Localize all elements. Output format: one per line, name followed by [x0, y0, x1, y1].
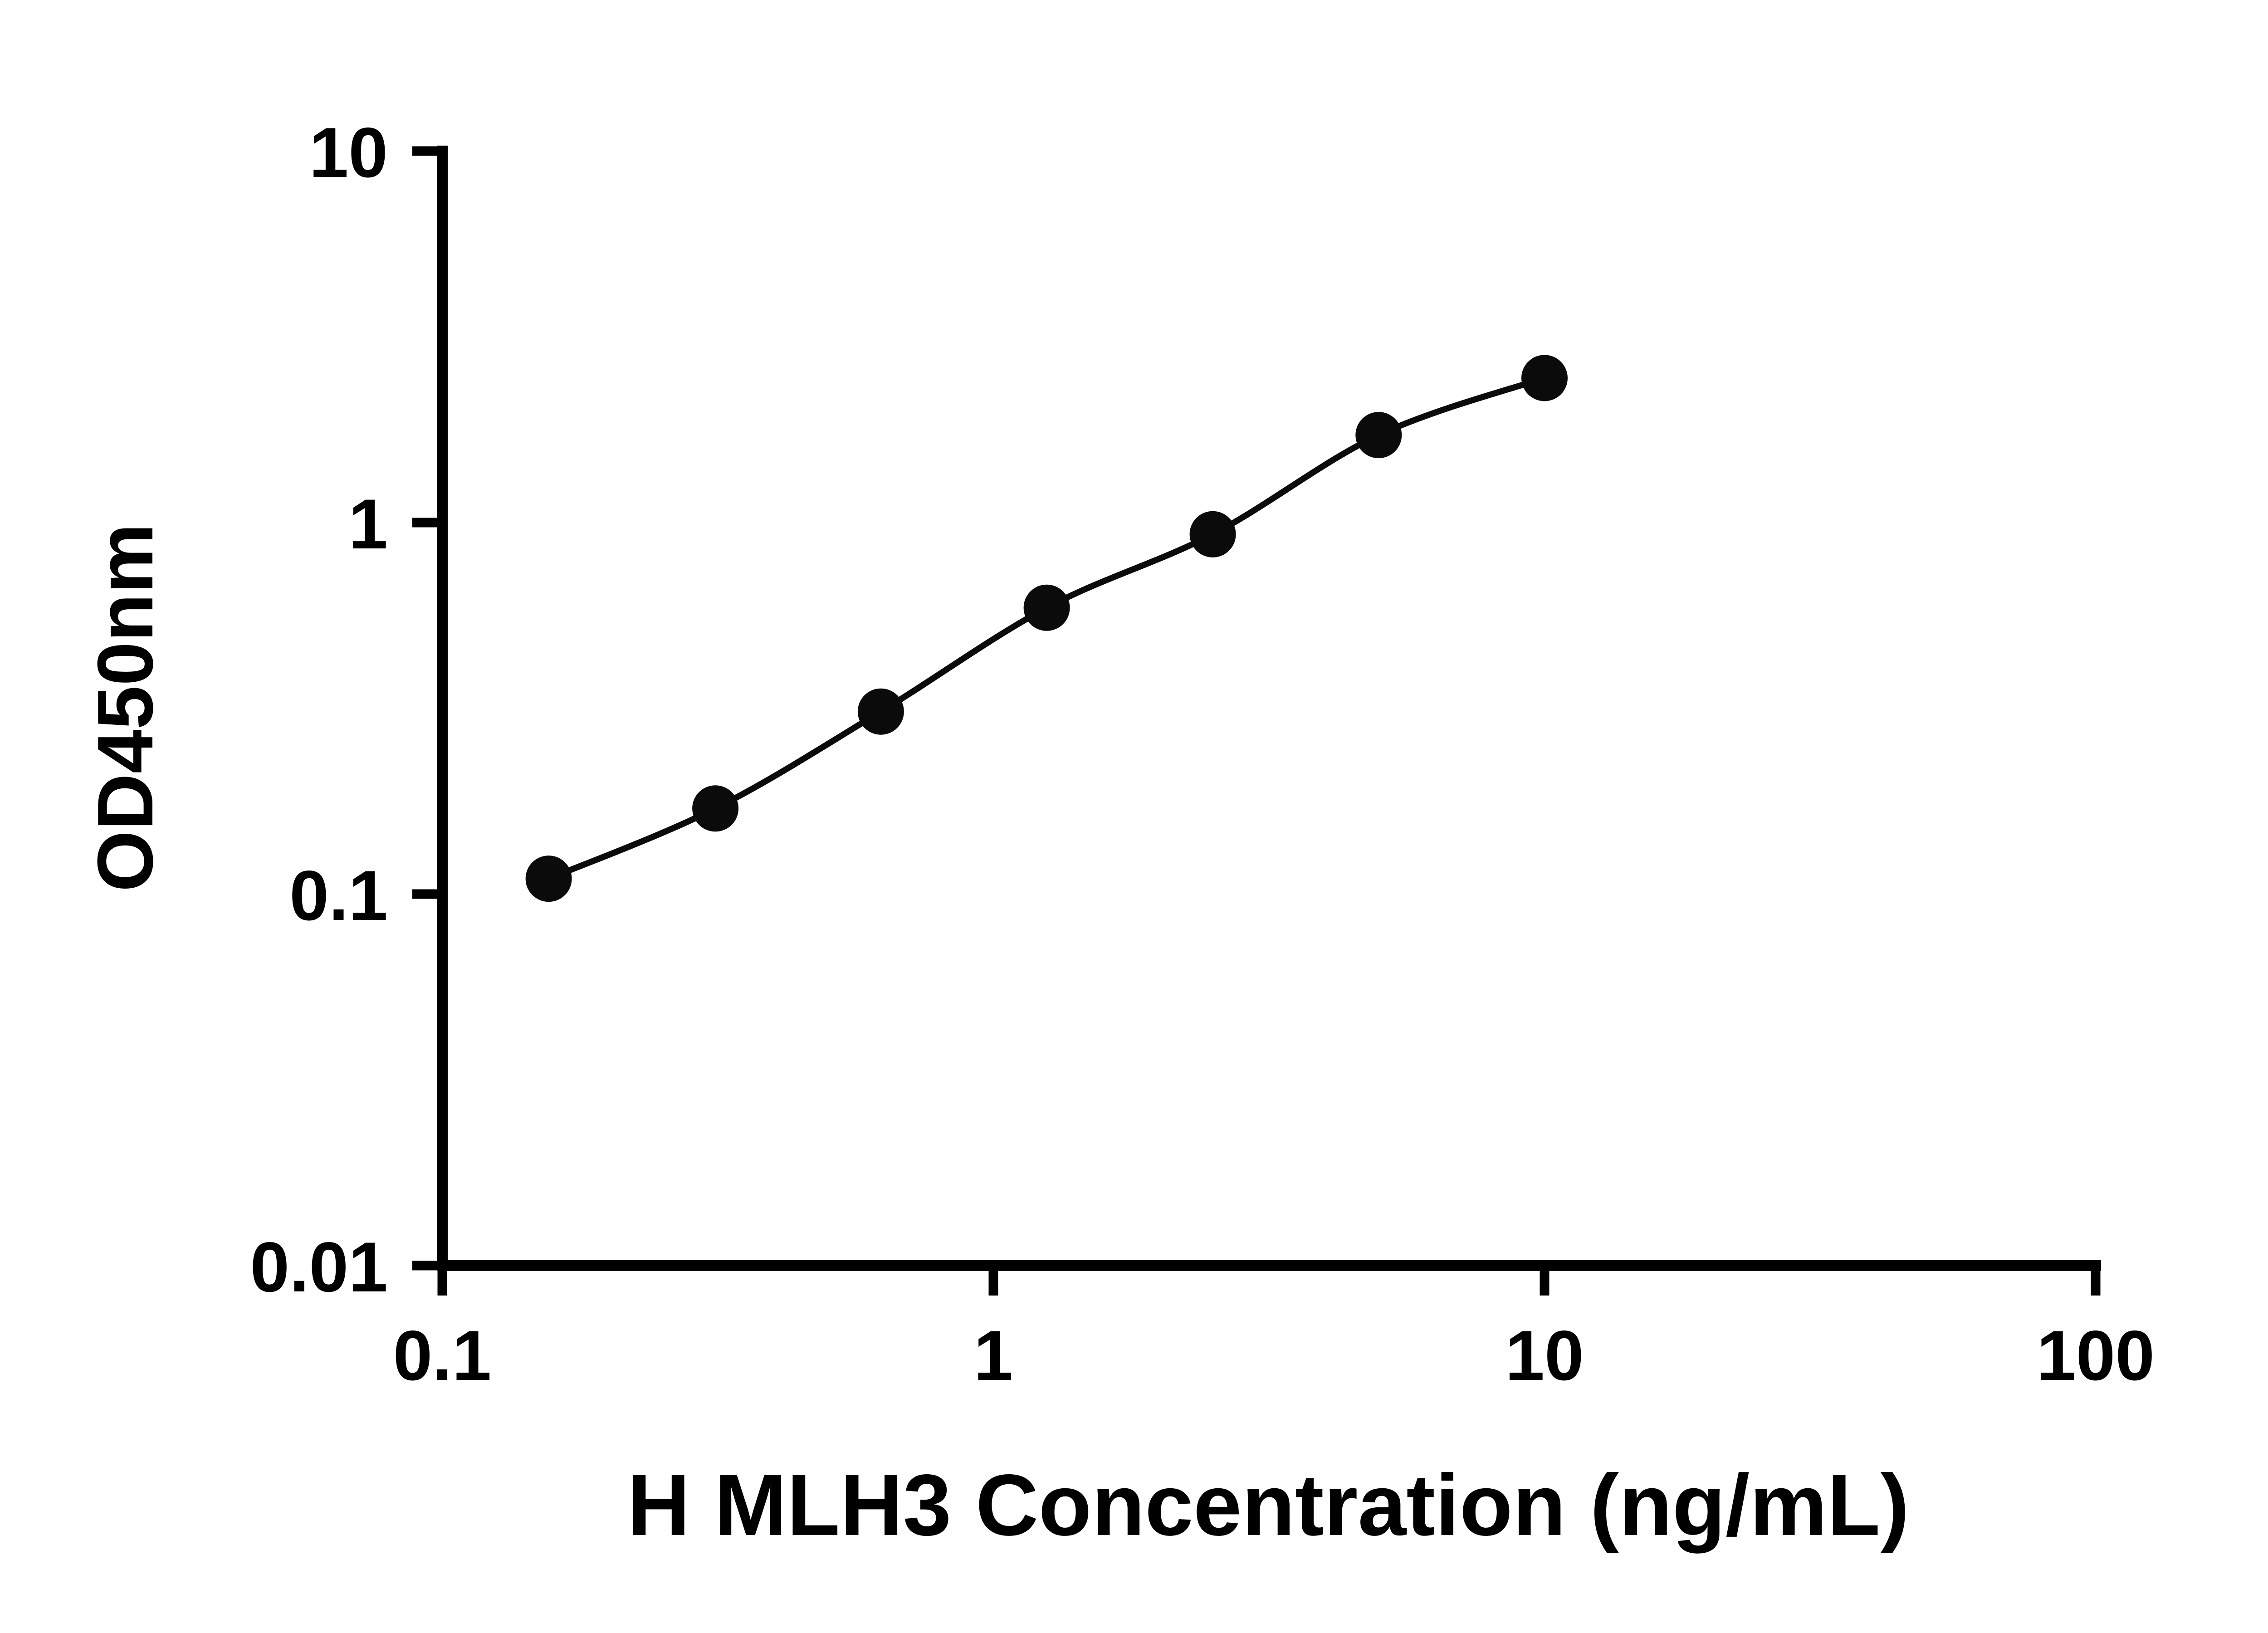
data-point — [857, 688, 904, 735]
ticks-group — [412, 146, 2101, 1296]
y-tick-label: 0.01 — [250, 1228, 388, 1307]
y-tick-label: 1 — [348, 485, 388, 564]
axis-lines — [437, 146, 2101, 1271]
x-tick-label: 1 — [974, 1316, 1013, 1395]
points-group — [525, 355, 1568, 902]
data-point — [1521, 355, 1568, 401]
data-point — [1355, 412, 1402, 459]
x-tick-label: 0.1 — [393, 1316, 492, 1395]
x-tick-label: 10 — [1505, 1316, 1584, 1395]
x-tick-label: 100 — [2037, 1316, 2155, 1395]
axes-group — [437, 146, 2101, 1271]
y-tick-label: 10 — [309, 113, 388, 192]
data-point — [1189, 511, 1236, 557]
data-point — [1023, 584, 1070, 631]
x-axis-title: H MLH3 Concentration (ng/mL) — [627, 1456, 1909, 1554]
y-axis-title: OD450nm — [81, 523, 169, 892]
data-point — [525, 856, 572, 902]
y-tick-label: 0.1 — [289, 856, 388, 935]
data-point — [692, 785, 739, 832]
